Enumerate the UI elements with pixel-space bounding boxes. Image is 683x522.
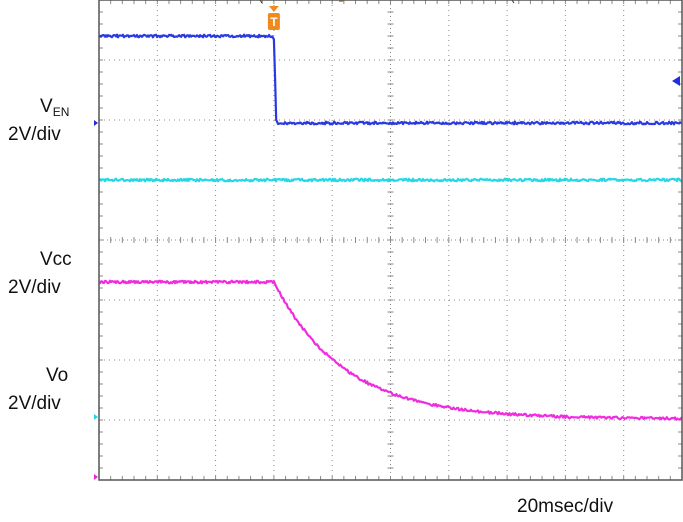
vo-scale-label: 2V/div bbox=[8, 393, 61, 414]
trace-2 bbox=[99, 179, 682, 182]
ven-label-subscript: EN bbox=[53, 105, 70, 119]
ven-label-main: V bbox=[40, 96, 53, 117]
ven-scale-label: 2V/div bbox=[8, 124, 61, 145]
time-scale-label: 20msec/div bbox=[517, 496, 614, 517]
vo-label: Vo bbox=[46, 365, 68, 386]
trigger-letter: T bbox=[270, 15, 278, 29]
vcc-scale-label: 2V/div bbox=[8, 277, 61, 298]
vcc-label: Vcc bbox=[40, 249, 72, 270]
